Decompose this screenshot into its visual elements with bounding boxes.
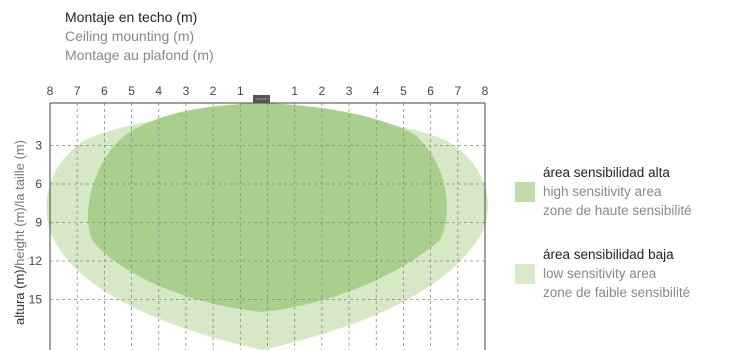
- legend-high-fr: zone de haute sensibilité: [543, 203, 692, 218]
- legend-low-es: área sensibilidad baja: [543, 247, 674, 262]
- x-tick-label: 3: [183, 84, 190, 98]
- y-tick-label: 15: [29, 293, 43, 307]
- x-tick-label: 2: [210, 84, 217, 98]
- x-tick-label: 5: [400, 84, 407, 98]
- legend-low-fr: zone de faible sensibilité: [543, 285, 691, 300]
- y-axis-label-primary: altura (m)/: [12, 265, 27, 325]
- legend-low-en: low sensitivity area: [543, 266, 657, 281]
- y-axis-label: altura (m)/height (m)/la taille (m): [12, 140, 27, 325]
- grid: [50, 103, 485, 350]
- x-tick-label: 4: [155, 84, 162, 98]
- x-tick-label: 8: [47, 84, 54, 98]
- y-tick-label: 12: [29, 254, 43, 268]
- x-tick-label: 6: [427, 84, 434, 98]
- y-axis-label-secondary: height (m)/la taille (m): [12, 140, 27, 266]
- x-tick-label: 5: [128, 84, 135, 98]
- y-tick-label: 6: [35, 177, 42, 191]
- title-spanish: Montaje en techo (m): [65, 9, 198, 25]
- title-french: Montage au plafond (m): [65, 47, 214, 63]
- x-tick-label: 8: [482, 84, 489, 98]
- x-tick-label: 1: [291, 84, 298, 98]
- legend-high-en: high sensitivity area: [543, 184, 662, 199]
- y-tick-label: 9: [35, 216, 42, 230]
- legend-swatch-high: [515, 182, 535, 202]
- x-tick-label: 2: [319, 84, 326, 98]
- title-block: Montaje en techo (m) Ceiling mounting (m…: [65, 8, 214, 65]
- y-tick-label: 3: [35, 139, 42, 153]
- x-tick-labels: 8 7 6 5 4 3 2 1 1 2 3 4 5 6 7 8: [47, 84, 489, 98]
- legend-high-es: área sensibilidad alta: [543, 165, 670, 180]
- x-tick-label: 6: [101, 84, 108, 98]
- x-tick-label: 7: [454, 84, 461, 98]
- x-tick-label: 4: [373, 84, 380, 98]
- x-tick-label: 3: [346, 84, 353, 98]
- legend-swatch-low: [515, 264, 535, 284]
- title-english: Ceiling mounting (m): [65, 28, 195, 44]
- x-tick-label: 1: [237, 84, 244, 98]
- x-tick-label: 7: [74, 84, 81, 98]
- y-tick-labels: 3 6 9 12 15: [29, 139, 43, 307]
